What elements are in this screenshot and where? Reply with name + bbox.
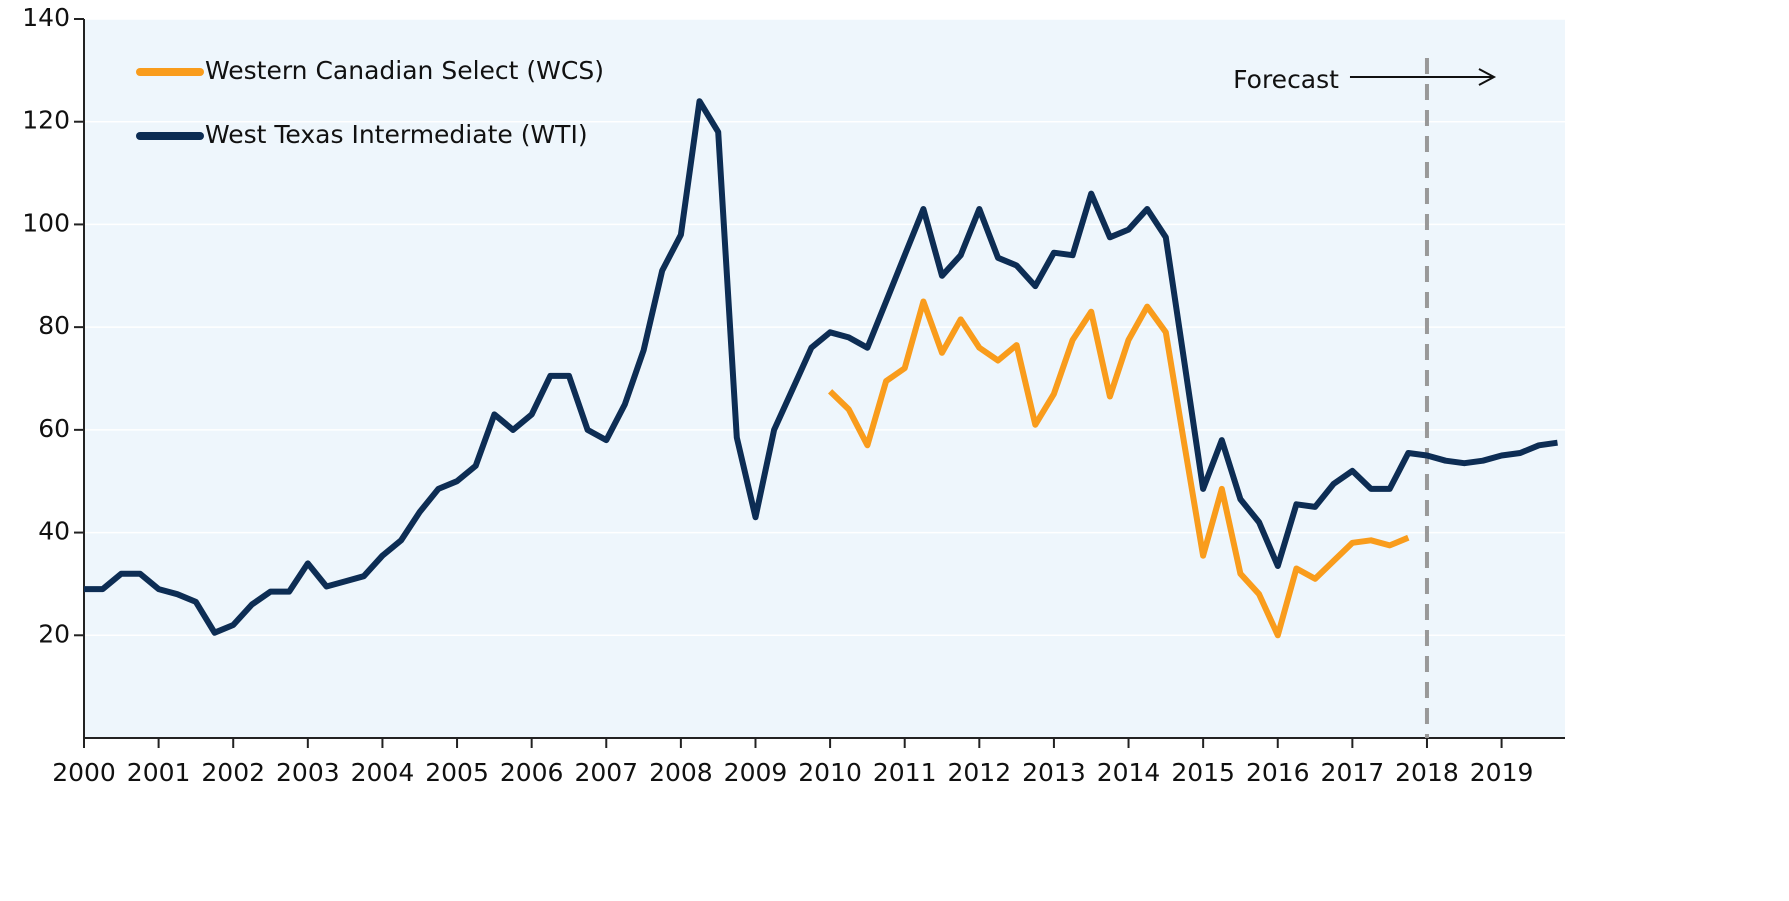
x-tick-label: 2019: [1470, 758, 1534, 787]
x-tick-label: 2003: [276, 758, 340, 787]
x-tick-label: 2009: [724, 758, 788, 787]
x-tick-label: 2004: [351, 758, 415, 787]
x-tick-label: 2006: [500, 758, 564, 787]
legend-label: Western Canadian Select (WCS): [205, 56, 604, 85]
y-tick-label: 120: [22, 106, 70, 135]
x-tick-label: 2018: [1395, 758, 1459, 787]
y-tick-label: 40: [38, 517, 70, 546]
annotation: Forecast: [1233, 65, 1339, 94]
y-tick-label: 60: [38, 414, 70, 443]
x-tick-label: 2015: [1171, 758, 1235, 787]
data-line: [84, 98, 1558, 636]
data-line: [828, 298, 1410, 639]
x-tick-label: 2002: [201, 758, 265, 787]
y-tick-label: 80: [38, 311, 70, 340]
plot-area: [84, 19, 1565, 738]
x-tick-label: 2011: [873, 758, 937, 787]
x-tick-label: 2014: [1097, 758, 1161, 787]
y-tick-label: 140: [22, 3, 70, 32]
forecast-arrowhead: [1478, 68, 1497, 86]
x-tick-label: 2016: [1246, 758, 1310, 787]
y-tick-label: 100: [22, 208, 70, 237]
x-tick-label: 2010: [798, 758, 862, 787]
x-tick-label: 2017: [1321, 758, 1385, 787]
x-tick-label: 2001: [127, 758, 191, 787]
x-tick-label: 2013: [1022, 758, 1086, 787]
x-tick-label: 2008: [649, 758, 713, 787]
x-tick-label: 2012: [948, 758, 1012, 787]
x-tick-label: 2005: [425, 758, 489, 787]
legend-label: West Texas Intermediate (WTI): [205, 120, 588, 149]
x-tick-label: 2000: [52, 758, 116, 787]
x-tick-label: 2007: [574, 758, 638, 787]
y-tick-label: 20: [38, 619, 70, 648]
